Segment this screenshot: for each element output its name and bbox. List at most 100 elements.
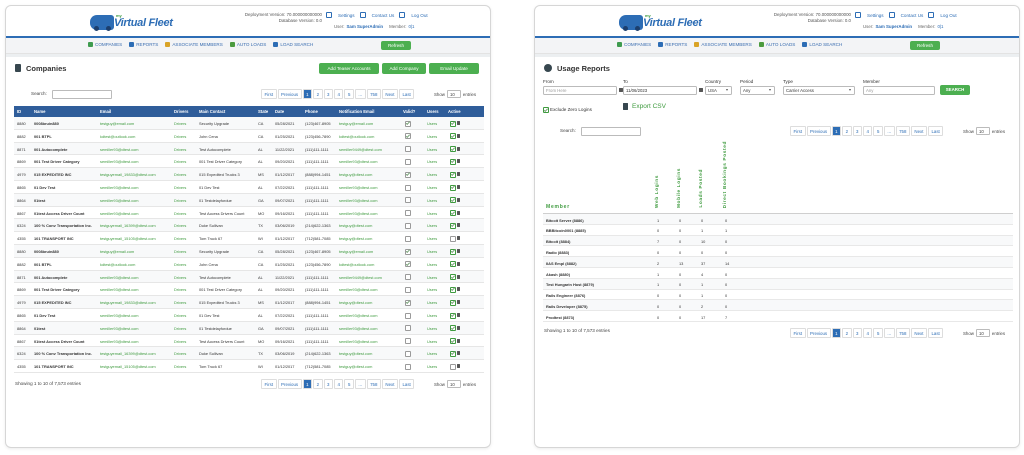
active-checkbox[interactable] <box>450 274 456 281</box>
column-header[interactable]: Web Logins <box>655 174 660 208</box>
cell[interactable]: Users <box>427 172 438 178</box>
cell[interactable]: semiller93@dtest.com <box>339 159 378 165</box>
cell[interactable]: Users <box>427 325 438 331</box>
delete-icon[interactable] <box>457 172 460 177</box>
cell[interactable]: Drivers <box>174 364 187 370</box>
column-header[interactable]: Users <box>427 109 439 114</box>
cell[interactable]: testguy@dtest.com <box>339 351 373 357</box>
cell[interactable]: Drivers <box>174 249 187 254</box>
page-button[interactable]: 4 <box>334 379 344 389</box>
cell[interactable]: Users <box>427 236 438 242</box>
cell[interactable]: semiller93@dtest.com <box>339 338 378 344</box>
cell[interactable]: Users <box>427 287 438 293</box>
filter-input[interactable]: From Here <box>543 86 617 95</box>
filter-input[interactable]: USA <box>705 86 732 95</box>
page-button[interactable]: First <box>261 379 277 389</box>
cell[interactable]: Users <box>427 121 438 126</box>
page-button[interactable]: Last <box>398 89 415 99</box>
cell[interactable]: semiller93@dtest.com <box>339 185 378 190</box>
nav-label[interactable]: COMPANIES <box>95 42 123 47</box>
cell[interactable]: semiller93@dtest.com <box>339 325 378 331</box>
cell[interactable]: Users <box>427 133 438 139</box>
column-header[interactable]: ID <box>17 109 22 114</box>
column-header[interactable]: Loads Posted <box>699 169 704 208</box>
nav-item[interactable]: REPORTS <box>129 42 158 47</box>
cell[interactable]: Users <box>427 338 438 344</box>
cell[interactable]: testguy@email.com <box>339 249 374 254</box>
page-button[interactable]: 3 <box>323 89 333 99</box>
search-input[interactable] <box>52 89 112 99</box>
page-button[interactable]: 758 <box>366 89 381 99</box>
page-length-select[interactable]: 10 <box>975 127 990 135</box>
page-button[interactable]: Next <box>381 379 398 389</box>
page-button[interactable]: 4 <box>334 89 344 99</box>
page-length-select[interactable]: 10 <box>446 380 461 388</box>
delete-icon[interactable] <box>457 159 460 164</box>
filter-input[interactable]: 11/06/2023 <box>623 86 697 95</box>
page-button[interactable]: 4 <box>863 126 873 136</box>
column-header[interactable]: Direct Bookings Posted <box>723 140 728 208</box>
header-link[interactable]: Log Out <box>940 12 957 18</box>
header-link[interactable]: Contact Us <box>371 12 395 18</box>
cell[interactable]: semiller93@dtest.com <box>339 210 378 216</box>
cell[interactable]: semiller93@dtest.com <box>100 325 139 331</box>
active-checkbox[interactable] <box>450 299 456 306</box>
exclude-checkbox[interactable] <box>543 107 549 113</box>
column-header[interactable]: Name <box>34 109 46 114</box>
page-button[interactable]: 5 <box>873 126 883 136</box>
cell[interactable]: semiller93@dtest.com <box>100 313 139 318</box>
delete-icon[interactable] <box>457 287 460 292</box>
header-link[interactable]: Log Out <box>411 12 428 18</box>
page-button[interactable]: Last <box>927 126 944 136</box>
delete-icon[interactable] <box>457 133 460 138</box>
column-header[interactable]: State <box>258 109 269 114</box>
nav-label[interactable]: AUTO LOADS <box>236 42 267 47</box>
nav-item[interactable]: LOAD SEARCH <box>273 42 313 47</box>
page-button[interactable]: ... <box>354 89 366 99</box>
page-button[interactable]: Last <box>398 379 415 389</box>
page-button[interactable]: 2 <box>842 328 852 338</box>
filter-input[interactable]: Any <box>863 86 935 95</box>
cell[interactable]: Drivers <box>174 274 187 280</box>
delete-icon[interactable] <box>457 249 460 253</box>
cell[interactable]: Drivers <box>174 325 187 331</box>
action-button[interactable]: Add Company <box>382 63 426 74</box>
column-header[interactable]: Drivers <box>174 109 189 114</box>
column-header[interactable]: Phone <box>305 109 318 114</box>
nav-item[interactable]: AUTO LOADS <box>758 42 795 47</box>
delete-icon[interactable] <box>457 351 460 356</box>
active-checkbox[interactable] <box>450 210 456 217</box>
active-checkbox[interactable] <box>450 248 456 255</box>
cell[interactable]: semiller93@dtest.com <box>100 338 139 344</box>
delete-icon[interactable] <box>457 197 460 202</box>
delete-icon[interactable] <box>457 364 460 369</box>
cell[interactable]: Drivers <box>174 223 187 229</box>
cell[interactable]: testguy@dtest.com <box>339 300 373 306</box>
cell[interactable]: Drivers <box>174 133 187 139</box>
cell[interactable]: Drivers <box>174 159 187 165</box>
page-button[interactable]: 758 <box>895 328 910 338</box>
page-button[interactable]: First <box>790 126 806 136</box>
delete-icon[interactable] <box>457 274 460 279</box>
column-header[interactable]: Active <box>448 109 461 114</box>
nav-label[interactable]: REPORTS <box>665 42 688 47</box>
cell[interactable]: Drivers <box>174 172 187 178</box>
cell[interactable]: testguyemail_19833@dtest.com <box>100 300 156 306</box>
cell[interactable]: testguy@dtest.com <box>339 223 373 229</box>
nav-label[interactable]: LOAD SEARCH <box>280 42 314 47</box>
column-header[interactable]: Member <box>546 204 570 210</box>
page-button[interactable]: 5 <box>344 379 354 389</box>
page-button[interactable]: 758 <box>366 379 381 389</box>
delete-icon[interactable] <box>457 261 460 266</box>
active-checkbox[interactable] <box>450 120 456 127</box>
cell[interactable]: kdtest@outlook.com <box>339 261 375 267</box>
search-button[interactable]: SEARCH <box>940 85 970 95</box>
nav-label[interactable]: ASSOCIATE MEMBERS <box>172 42 223 47</box>
filter-input[interactable]: Any <box>740 86 775 95</box>
nav-label[interactable]: COMPANIES <box>624 42 652 47</box>
header-link[interactable]: Settings <box>867 12 884 18</box>
active-checkbox[interactable] <box>450 184 456 191</box>
delete-icon[interactable] <box>457 236 460 241</box>
nav-label[interactable]: REPORTS <box>136 42 159 47</box>
cell[interactable]: kdtest@outlook.com <box>100 261 136 267</box>
